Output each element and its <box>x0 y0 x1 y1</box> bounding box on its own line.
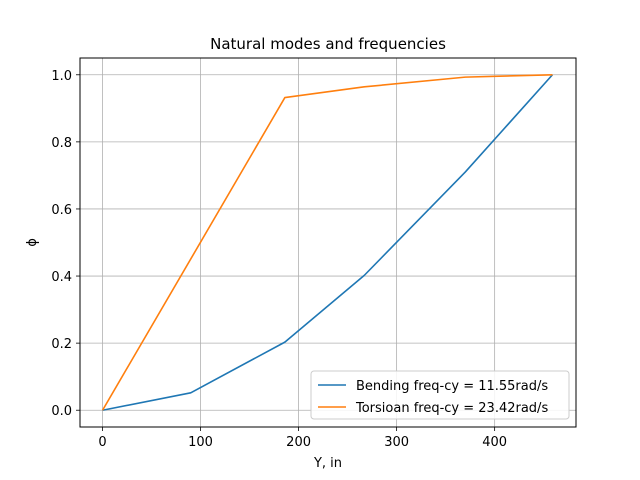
y-tick-label: 0.6 <box>51 203 72 218</box>
series-line-2 <box>101 73 553 411</box>
legend-label: Torsioan freq-cy = 23.42rad/s <box>355 401 548 416</box>
x-tick-label: 400 <box>482 435 507 450</box>
y-tick-label: 0.2 <box>51 337 72 352</box>
x-tick-label: 200 <box>286 435 311 450</box>
chart-title: Natural modes and frequencies <box>210 35 446 53</box>
y-axis-label: ϕ <box>25 238 40 247</box>
ticks: 0 100 200 300 400 0.0 0.2 0.4 0.6 0.8 1.0 <box>51 69 507 450</box>
y-tick-label: 0.0 <box>51 404 72 419</box>
x-tick-label: 100 <box>188 435 213 450</box>
legend-label: Bending freq-cy = 11.55rad/s <box>356 379 548 394</box>
y-tick-label: 0.8 <box>51 136 72 151</box>
series-line-1 <box>102 74 554 412</box>
x-tick-label: 0 <box>98 435 106 450</box>
legend-box <box>310 370 570 420</box>
y-tick-label: 1.0 <box>51 69 72 84</box>
axes-frame <box>79 57 577 428</box>
legend: Bending freq-cy = 11.55rad/s Torsioan fre… <box>310 370 570 420</box>
y-tick-label: 0.4 <box>51 270 72 285</box>
x-axis-label: Y, in <box>313 456 342 471</box>
series-layer <box>101 73 554 412</box>
x-tick-label: 300 <box>384 435 409 450</box>
